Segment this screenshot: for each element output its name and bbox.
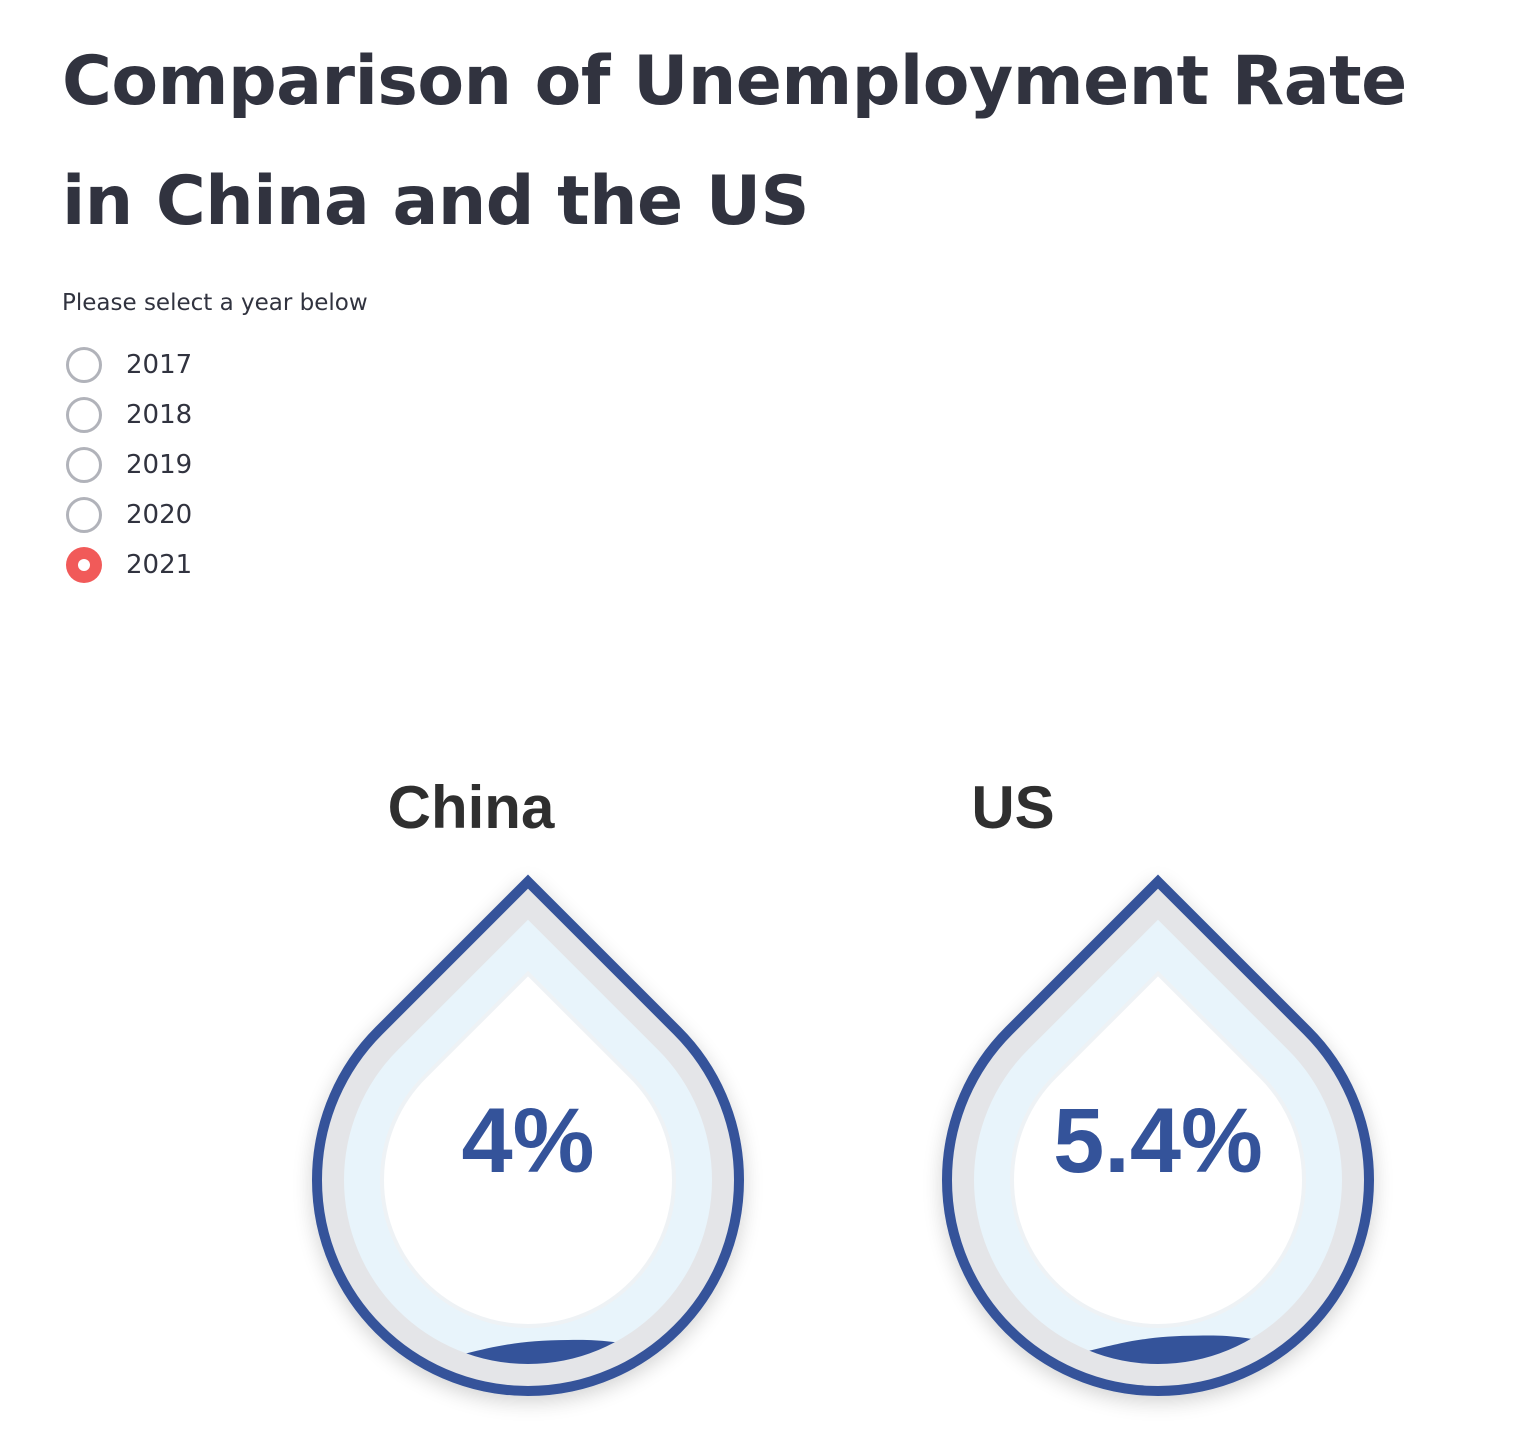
radio-circle-icon[interactable] <box>66 397 102 433</box>
radio-circle-icon[interactable] <box>66 547 102 583</box>
water-drop-china <box>312 874 744 1396</box>
radio-option-label: 2017 <box>126 350 193 380</box>
radio-option-2021[interactable]: 2021 <box>62 540 192 590</box>
radio-option-label: 2018 <box>126 400 193 430</box>
drop-center <box>1010 970 1306 1328</box>
gauge-chart-area: China 4% US 5.4% <box>312 774 1374 1396</box>
page-title: Comparison of Unemployment Rate in China… <box>62 42 1407 241</box>
gauge-value-us: 5.4% <box>1053 1090 1263 1192</box>
gauge-title-us: US <box>971 774 1054 841</box>
radio-option-2020[interactable]: 2020 <box>62 490 192 540</box>
radio-option-2019[interactable]: 2019 <box>62 440 192 490</box>
water-drop-us <box>942 874 1374 1396</box>
gauge-value-china: 4% <box>462 1090 595 1192</box>
radio-circle-icon[interactable] <box>66 347 102 383</box>
radio-option-label: 2019 <box>126 450 193 480</box>
radio-circle-icon[interactable] <box>66 447 102 483</box>
year-radio-group: 2017 2018 2019 2020 2021 <box>62 340 192 590</box>
gauge-china: China 4% <box>312 774 744 1396</box>
gauge-us: US 5.4% <box>942 774 1374 1396</box>
radio-option-label: 2021 <box>126 550 193 580</box>
drop-center <box>380 970 676 1328</box>
year-selector-label: Please select a year below <box>62 290 368 316</box>
radio-option-2018[interactable]: 2018 <box>62 390 192 440</box>
radio-circle-icon[interactable] <box>66 497 102 533</box>
gauge-title-china: China <box>388 774 555 841</box>
radio-option-2017[interactable]: 2017 <box>62 340 192 390</box>
radio-option-label: 2020 <box>126 500 193 530</box>
